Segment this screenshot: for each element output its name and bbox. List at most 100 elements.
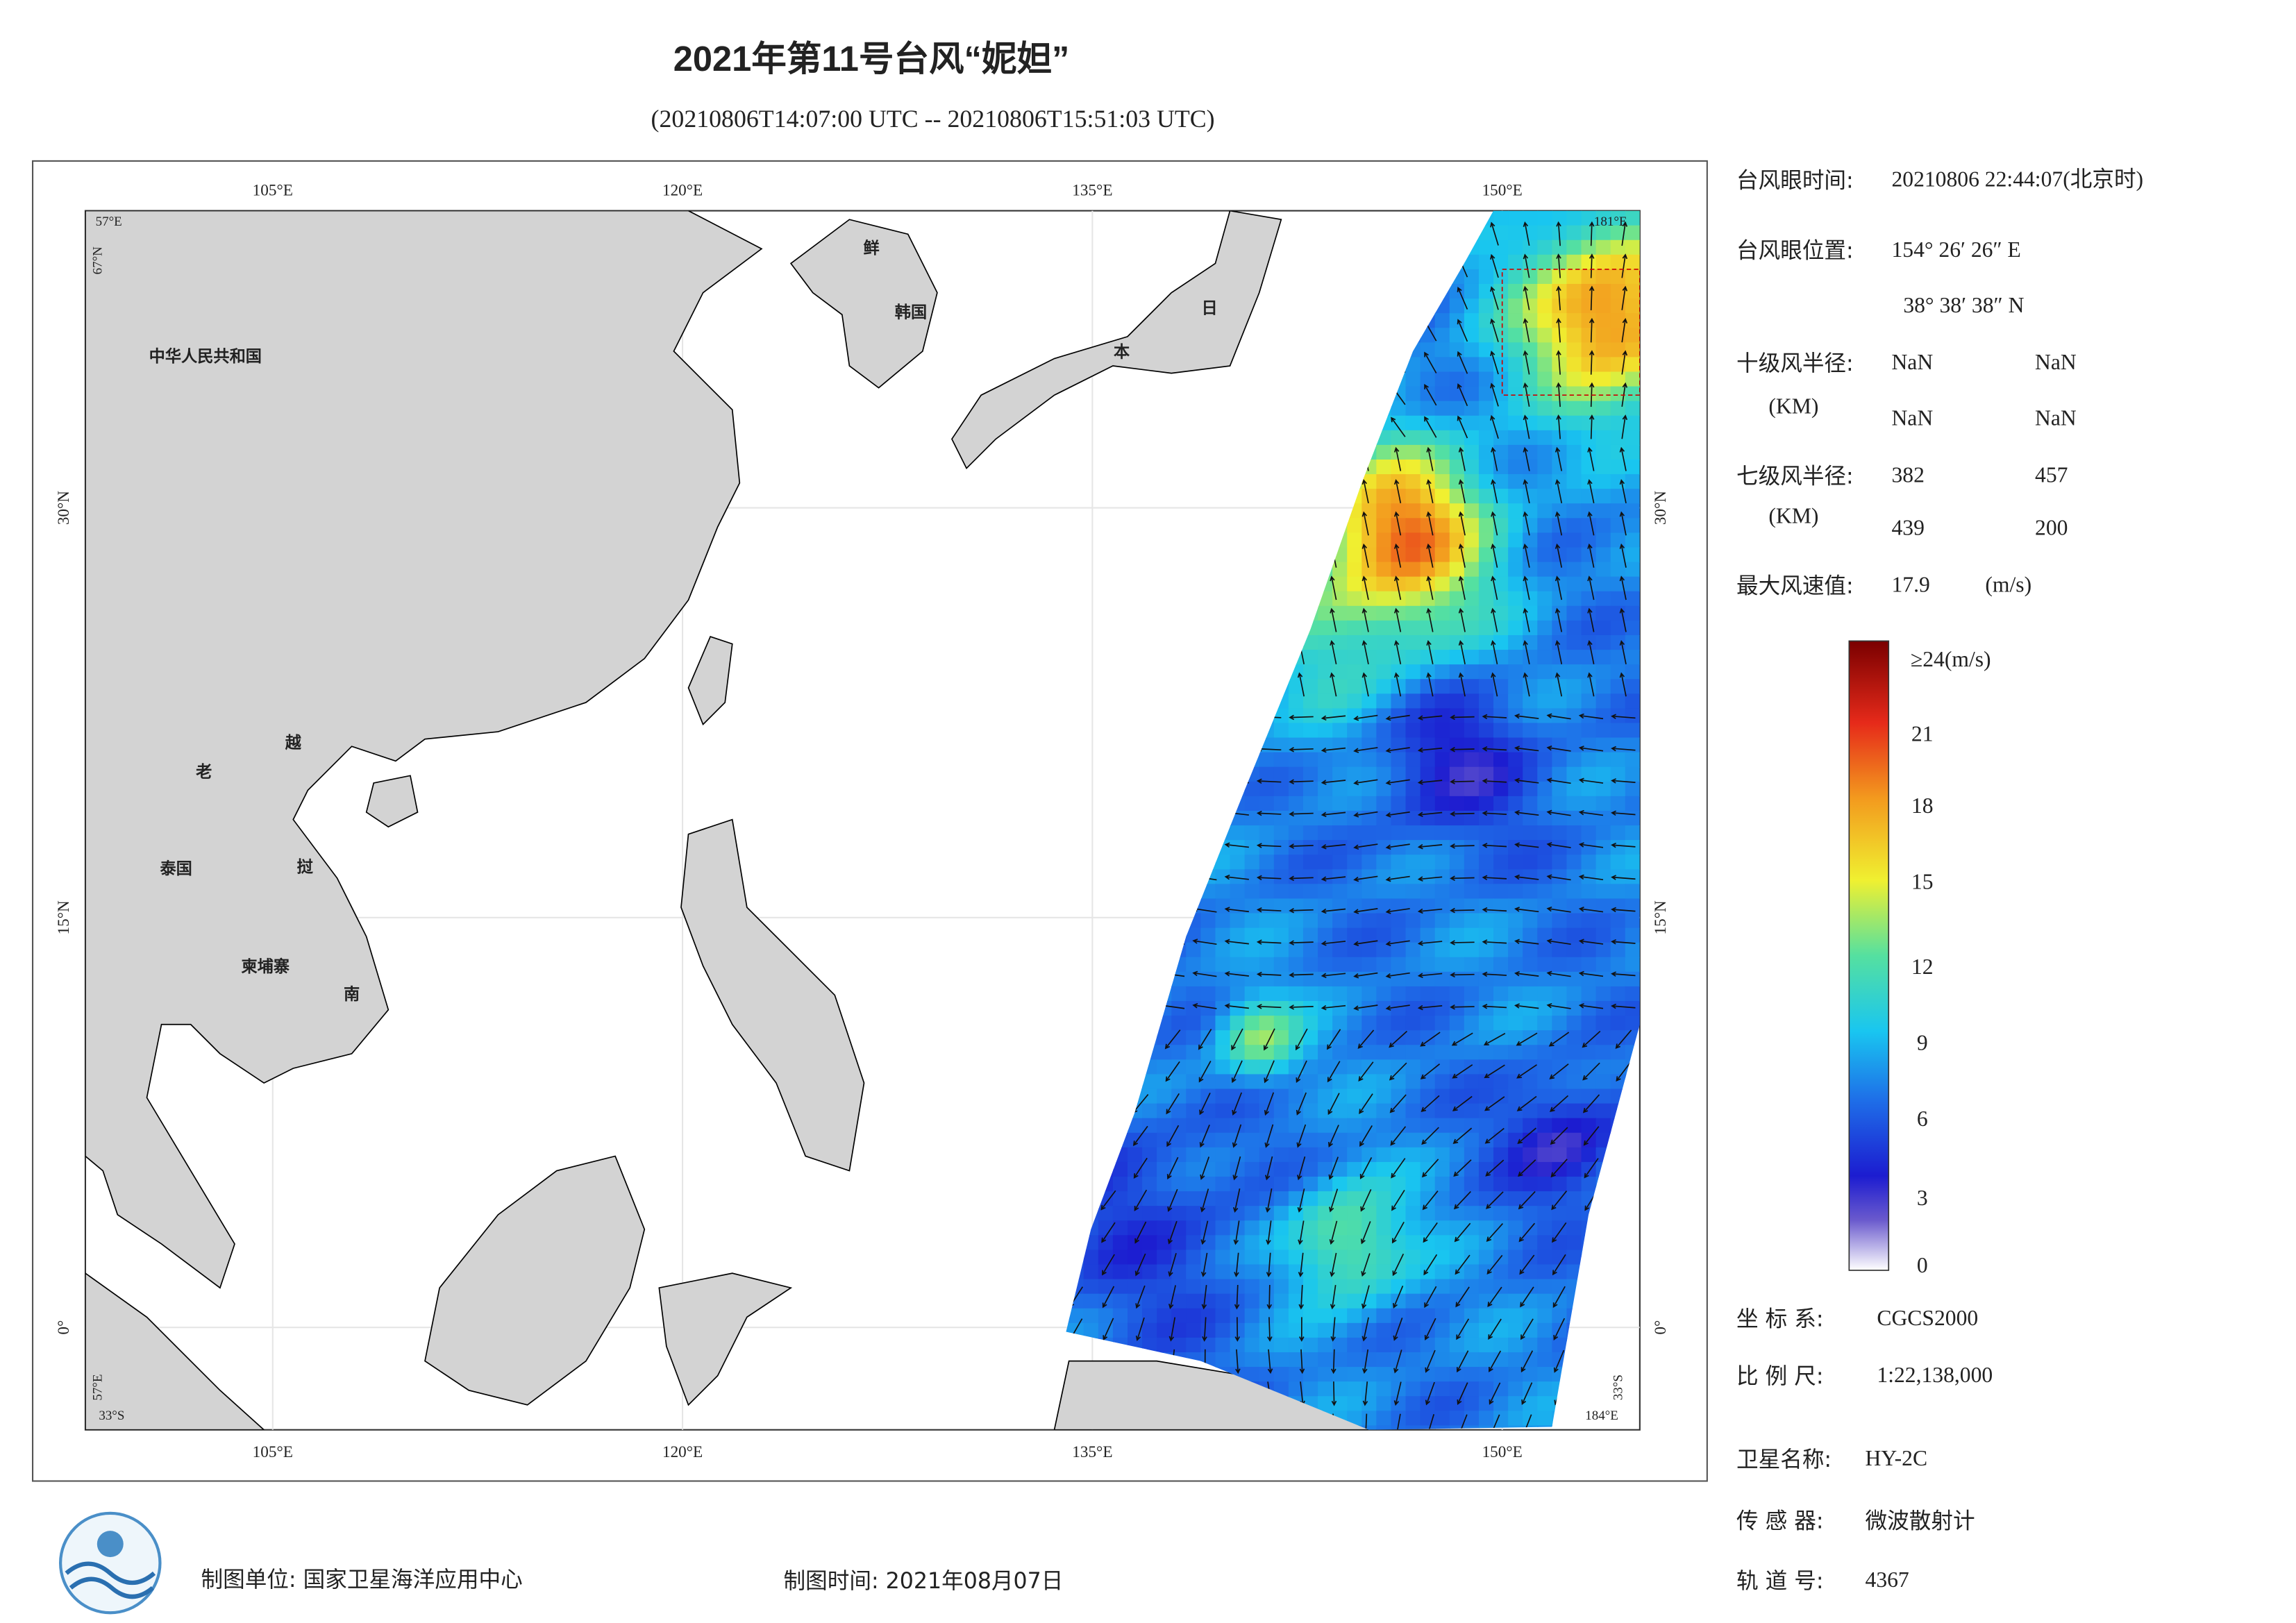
swath-cell: [1434, 1264, 1450, 1280]
swath-cell: [1347, 650, 1363, 666]
wind-arrow: [1417, 812, 1443, 818]
wind-arrow: [1389, 1094, 1407, 1113]
swath-cell: [1581, 591, 1597, 607]
swath-cell: [1581, 986, 1597, 1002]
swath-cell: [1552, 342, 1568, 358]
wind-arrow: [1256, 843, 1282, 848]
swath-cell: [1273, 1001, 1289, 1017]
swath-cell: [1478, 1322, 1495, 1338]
swath-cell: [1347, 942, 1363, 958]
swath-cell: [1332, 913, 1348, 929]
swath-cell: [1449, 679, 1465, 695]
swath-cell: [1581, 444, 1597, 461]
swath-cell: [1552, 591, 1568, 607]
swath-cell: [1493, 650, 1509, 666]
swath-cell: [1508, 386, 1524, 402]
swath-cell: [1595, 532, 1611, 548]
swath-cell: [1259, 1279, 1275, 1295]
swath-cell: [1595, 723, 1611, 739]
swath-cell: [1508, 1147, 1524, 1163]
swath-cell: [1112, 1308, 1129, 1324]
frame: [31, 160, 1708, 1482]
swath-cell: [1376, 723, 1392, 739]
swath-cell: [1186, 1293, 1202, 1309]
swath-cell: [1171, 1279, 1187, 1295]
swath-cell: [1318, 620, 1334, 637]
swath-cell: [1259, 781, 1275, 797]
swath-cell: [1610, 547, 1626, 563]
swath-cell: [1449, 1147, 1465, 1163]
wind-arrow: [1361, 479, 1369, 504]
swath-cell: [1464, 1206, 1480, 1222]
swath-cell: [1434, 576, 1450, 592]
swath-cell: [1552, 489, 1568, 505]
wind-arrow: [1353, 714, 1378, 721]
swath-cell: [1508, 1293, 1524, 1309]
swath-cell: [1581, 605, 1597, 621]
swath-cell: [1259, 1147, 1275, 1163]
swath-cell: [1157, 1250, 1173, 1265]
logo-ring: [58, 1511, 162, 1615]
swath-cell: [1610, 489, 1626, 505]
swath-cell: [1523, 766, 1539, 782]
swath-cell: [1523, 986, 1539, 1002]
wind-arrow: [1514, 842, 1539, 848]
swath-cell: [1566, 225, 1582, 241]
swath-cell: [1391, 986, 1407, 1002]
swath-cell: [1523, 1308, 1539, 1324]
swath-cell: [1523, 518, 1539, 534]
swath-cell: [1610, 884, 1626, 900]
swath-cell: [1376, 489, 1392, 505]
swath-cell: [1478, 708, 1495, 724]
wind-arrow: [1556, 414, 1561, 439]
swath-cell: [1376, 1001, 1392, 1017]
swath-cell: [1523, 532, 1539, 548]
meta-label: 坐 标 系:: [1736, 1307, 1824, 1332]
wind-arrow: [1296, 1060, 1307, 1084]
swath-cell: [1376, 444, 1392, 461]
swath-cell: [1434, 328, 1450, 344]
swath-cell: [1200, 1103, 1216, 1119]
swath-cell: [1523, 1030, 1539, 1046]
swath-cell: [1405, 913, 1421, 929]
swath-cell: [1449, 1337, 1465, 1354]
swath-cell: [1405, 1147, 1421, 1163]
swath-cell: [1464, 1293, 1480, 1309]
swath-cell: [1405, 723, 1421, 739]
swath-cell: [1581, 810, 1597, 827]
swath-cell: [1434, 957, 1450, 973]
wind-arrow: [1328, 1125, 1339, 1147]
swath-cell: [1127, 1279, 1143, 1295]
swath-cell: [1230, 825, 1246, 841]
swath-cell: [1434, 693, 1450, 709]
swath-cell: [1449, 1030, 1465, 1046]
swath-cell: [1391, 503, 1407, 519]
swath-cell: [1449, 869, 1465, 885]
swath-cell: [1420, 1235, 1436, 1251]
swath-cell: [1347, 1118, 1363, 1134]
swath-cell: [1244, 1220, 1260, 1236]
swath-cell: [1288, 1337, 1305, 1354]
swath-cell: [1361, 1206, 1377, 1222]
swath-cell: [1625, 562, 1640, 578]
swath-cell: [1318, 855, 1334, 871]
mainland-asia: [85, 210, 763, 1289]
swath-cell: [1493, 913, 1509, 929]
wind-arrow: [1224, 939, 1249, 945]
swath-cell: [1610, 1059, 1626, 1075]
footer-time: 制图时间: 2021年08月07日: [784, 1569, 1064, 1594]
swath-cell: [1493, 884, 1509, 900]
swath-cell: [1405, 1396, 1421, 1412]
swath-cell: [1318, 825, 1334, 841]
wind-arrow: [1353, 908, 1378, 914]
swath-cell: [1347, 1191, 1363, 1207]
swath-cell: [1361, 1030, 1377, 1046]
wind-arrow: [1489, 1350, 1502, 1372]
swath-cell: [1581, 225, 1597, 241]
swath-cell: [1259, 1250, 1275, 1265]
swath-cell: [1464, 927, 1480, 943]
wind-arrow: [1361, 607, 1369, 632]
swath-cell: [1420, 1088, 1436, 1104]
swath-cell: [1347, 971, 1363, 987]
